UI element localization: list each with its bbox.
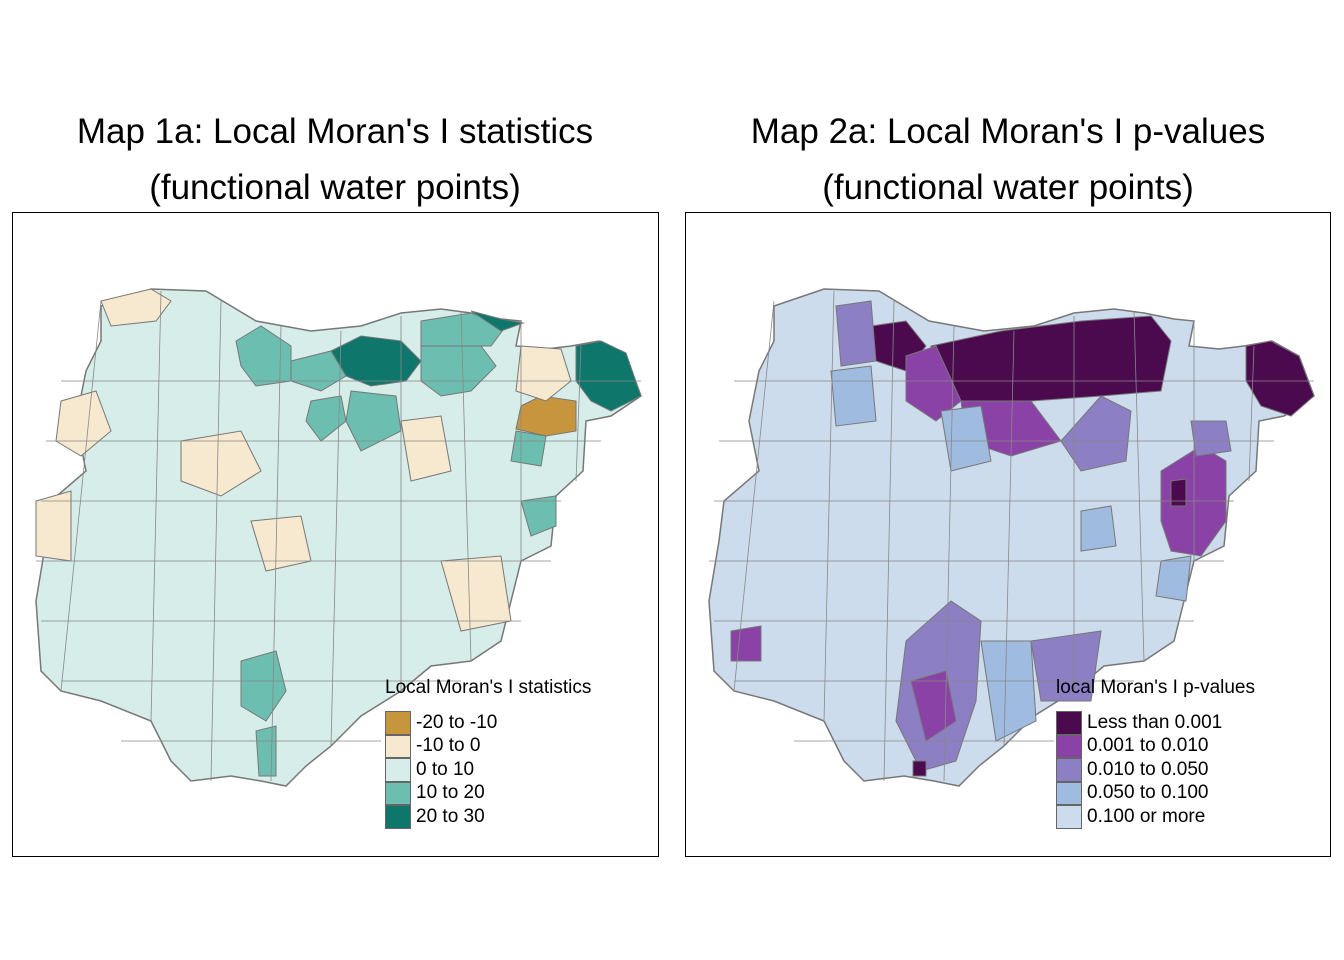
legend-label: 0.050 to 0.100 <box>1087 782 1209 804</box>
legend-swatch <box>1056 758 1082 782</box>
legend-label: 0.010 to 0.050 <box>1087 758 1209 780</box>
legend-label: Less than 0.001 <box>1087 711 1223 733</box>
legend-swatch <box>1056 781 1082 805</box>
legend-swatch <box>1056 805 1082 829</box>
legend-item: -20 to -10 <box>385 711 591 735</box>
legend-label: 0.001 to 0.010 <box>1087 735 1209 757</box>
legend-label: 10 to 20 <box>416 782 485 804</box>
map-2a-title-line1: Map 2a: Local Moran's I p-values <box>750 112 1266 151</box>
map-2a-panel: local Moran's I p-values Less than 0.001… <box>685 212 1331 857</box>
map-2a-boundaries <box>709 290 1314 782</box>
legend-label: -20 to -10 <box>416 711 498 733</box>
map-1a-canvas <box>35 288 642 787</box>
legend-title: Local Moran's I statistics <box>385 677 592 698</box>
map-2a-canvas <box>708 288 1315 787</box>
legend-label: -10 to 0 <box>416 735 481 757</box>
map-2a-title: Map 2a: Local Moran's I p-values (functi… <box>686 104 1330 216</box>
map-1a-legend: Local Moran's I statistics -20 to -10 -1… <box>385 677 591 829</box>
map-1a-title-line1: Map 1a: Local Moran's I statistics <box>76 112 594 151</box>
map-1a-boundaries <box>36 290 641 782</box>
legend-swatch <box>385 758 411 782</box>
legend-label: 0 to 10 <box>416 758 475 780</box>
legend-swatch <box>385 805 411 829</box>
legend-item: 0.010 to 0.050 <box>1056 758 1255 782</box>
legend-item: 0 to 10 <box>385 758 591 782</box>
legend-swatch <box>385 781 411 805</box>
legend-item: 0.050 to 0.100 <box>1056 781 1255 805</box>
legend-item: Less than 0.001 <box>1056 711 1255 735</box>
legend-title: local Moran's I p-values <box>1056 677 1255 698</box>
legend-swatch <box>1056 734 1082 758</box>
map-1a-title: Map 1a: Local Moran's I statistics (func… <box>12 104 658 216</box>
map-2a-title-line2: (functional water points) <box>822 168 1194 207</box>
map-1a-title-line2: (functional water points) <box>149 168 521 207</box>
map-1a-panel: Local Moran's I statistics -20 to -10 -1… <box>12 212 659 857</box>
legend-swatch <box>1056 711 1082 735</box>
map-2a-highlight-regions <box>730 300 1315 777</box>
legend-item: 0.001 to 0.010 <box>1056 734 1255 758</box>
legend-item: 0.100 or more <box>1056 805 1255 829</box>
legend-swatch <box>385 711 411 735</box>
legend-swatch <box>385 734 411 758</box>
map-2a-legend: local Moran's I p-values Less than 0.001… <box>1056 677 1255 829</box>
legend-label: 20 to 30 <box>416 805 485 827</box>
legend-items: -20 to -10 -10 to 0 0 to 10 10 to 20 20 … <box>385 711 591 829</box>
legend-label: 0.100 or more <box>1087 805 1206 827</box>
legend-item: 10 to 20 <box>385 781 591 805</box>
legend-items: Less than 0.001 0.001 to 0.010 0.010 to … <box>1056 711 1255 829</box>
legend-item: 20 to 30 <box>385 805 591 829</box>
legend-item: -10 to 0 <box>385 734 591 758</box>
